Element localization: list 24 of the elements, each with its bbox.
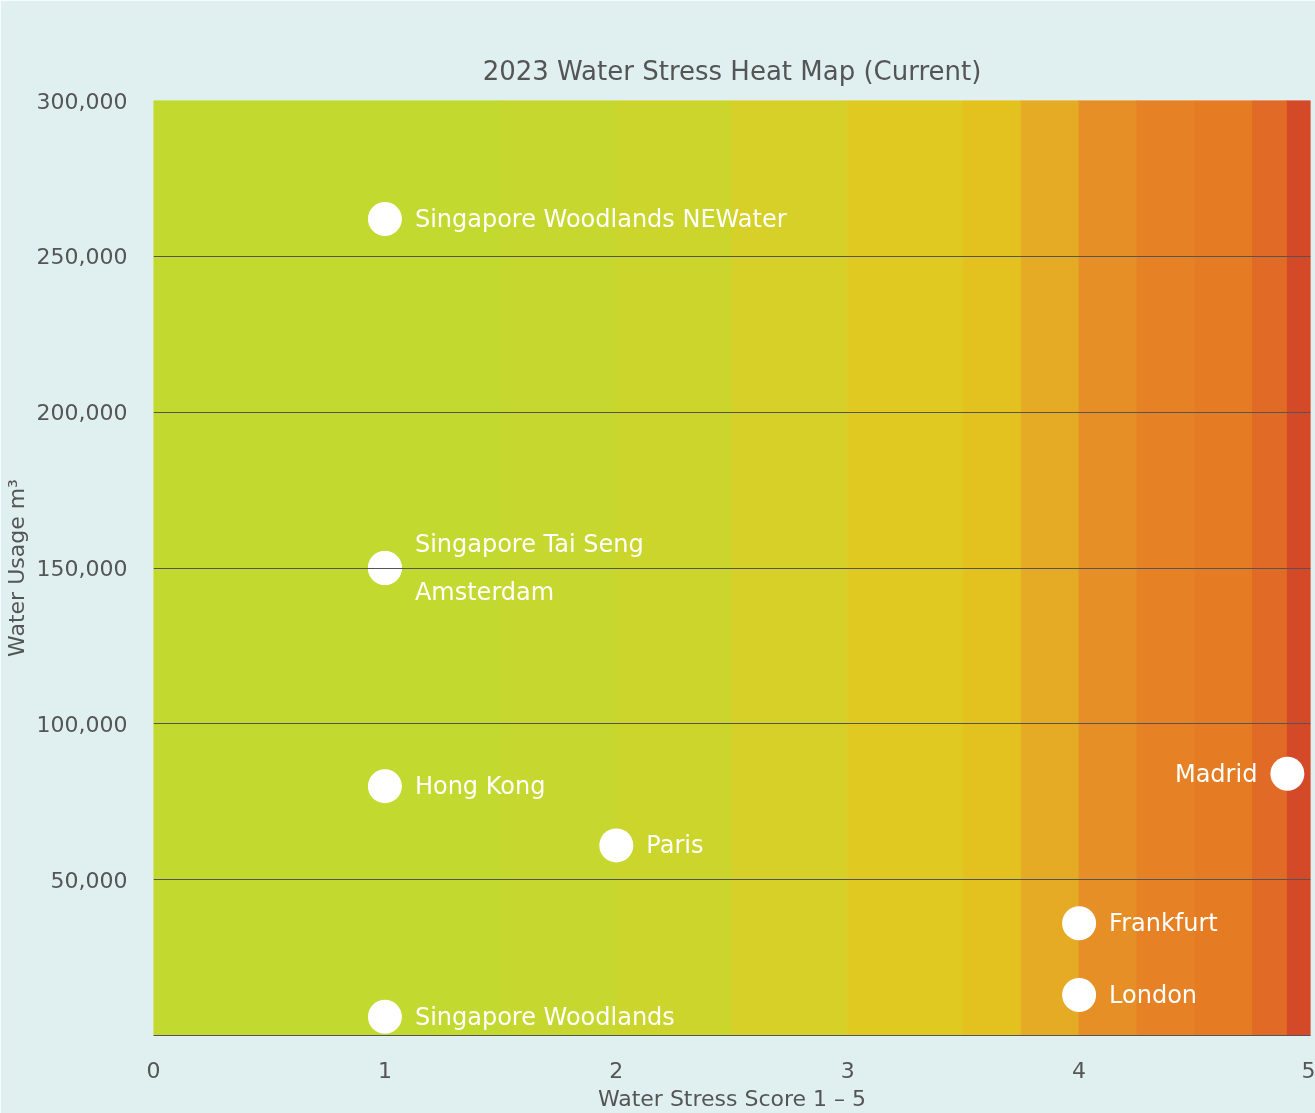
series-label: Paris <box>646 831 704 860</box>
series-label: London <box>1109 980 1198 1009</box>
x-tick-label: 0 <box>146 1057 161 1083</box>
series-label: Hong Kong <box>414 772 546 801</box>
y-tick-label: 50,000 <box>50 867 128 893</box>
x-tick-label: 2 <box>609 1057 624 1083</box>
x-tick-label: 3 <box>840 1057 855 1083</box>
y-tick-label: 200,000 <box>36 400 128 426</box>
series-label: Madrid <box>1174 759 1258 788</box>
y-tick-label: 100,000 <box>36 711 128 737</box>
x-tick-label: 4 <box>1072 1057 1087 1083</box>
y-axis-title: Water Usage m³ <box>3 479 29 657</box>
x-tick-label: 1 <box>377 1057 392 1083</box>
x-tick-label: 5 <box>1301 1057 1315 1083</box>
y-tick-label: 150,000 <box>36 556 128 581</box>
series-label: Frankfurt <box>1109 909 1218 938</box>
series-label: Singapore Woodlands <box>414 1002 675 1031</box>
y-tick-label: 300,000 <box>36 88 128 114</box>
y-tick-label: 250,000 <box>36 244 128 270</box>
chart-title: 2023 Water Stress Heat Map (Current) <box>482 55 982 86</box>
series-label: Amsterdam <box>414 578 555 606</box>
series-label: Singapore Woodlands NEWater <box>414 204 787 233</box>
x-axis-title: Water Stress Score 1 – 5 <box>597 1085 867 1111</box>
series-label: Singapore Tai Seng <box>414 530 644 558</box>
